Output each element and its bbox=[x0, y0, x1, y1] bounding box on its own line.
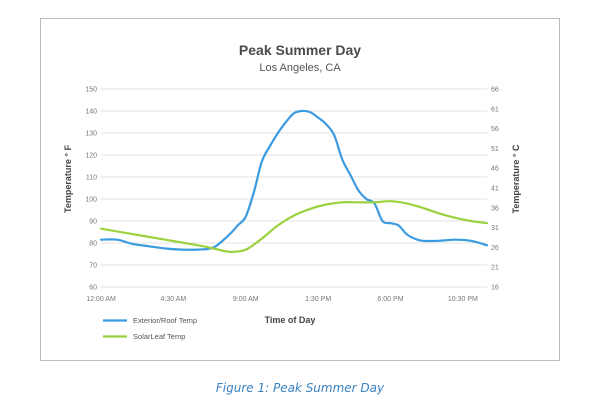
y-tick-label-left: 100 bbox=[85, 197, 97, 204]
x-tick-label: 12:00 AM bbox=[86, 296, 116, 303]
y-tick-label-left: 140 bbox=[85, 109, 97, 116]
x-tick-label: 1:30 PM bbox=[305, 296, 331, 303]
y-axis-right-title: Temperature ° C bbox=[511, 144, 521, 213]
chart-subtitle: Los Angeles, CA bbox=[259, 62, 341, 74]
y-tick-label-right: 26 bbox=[491, 245, 499, 252]
legend: Exterior/Roof Temp SolarLeaf Temp bbox=[103, 316, 197, 341]
y-tick-label-right: 36 bbox=[491, 205, 499, 212]
y-tick-label-right: 31 bbox=[491, 225, 499, 232]
line-chart: Peak Summer Day Los Angeles, CA 60 70 80 90… bbox=[63, 42, 521, 341]
y-tick-label-left: 70 bbox=[89, 263, 97, 270]
y-tick-label-left: 110 bbox=[86, 175, 97, 182]
y-tick-label-left: 120 bbox=[85, 153, 97, 160]
legend-label: Exterior/Roof Temp bbox=[133, 316, 197, 325]
y-tick-label-left: 90 bbox=[89, 219, 97, 226]
y-tick-label-right: 61 bbox=[491, 106, 499, 113]
series-line-1 bbox=[99, 109, 489, 251]
figure-caption: Figure 1: Peak Summer Day bbox=[215, 381, 385, 395]
y-axis-right-ticks: 16 21 26 31 36 41 46 51 56 61 66 bbox=[491, 87, 499, 292]
y-axis-left-title: Temperature ° F bbox=[63, 145, 73, 213]
x-tick-label: 9:00 AM bbox=[233, 296, 259, 303]
x-tick-label: 6:00 PM bbox=[377, 296, 403, 303]
y-tick-label-right: 56 bbox=[491, 126, 499, 133]
y-tick-label-right: 16 bbox=[491, 285, 499, 292]
y-tick-label-right: 46 bbox=[491, 166, 499, 173]
y-tick-label-right: 51 bbox=[491, 146, 499, 153]
y-tick-label-right: 41 bbox=[491, 186, 499, 193]
y-tick-label-left: 80 bbox=[89, 241, 97, 248]
y-axis-left-ticks: 60 70 80 90 100 110 120 130 140 150 bbox=[85, 87, 97, 292]
gridlines bbox=[101, 88, 487, 288]
y-tick-label-right: 21 bbox=[491, 265, 499, 272]
x-tick-label: 4:30 AM bbox=[161, 296, 187, 303]
y-tick-label-left: 60 bbox=[89, 285, 97, 292]
y-tick-label-left: 150 bbox=[85, 87, 97, 94]
chart-frame: Peak Summer Day Los Angeles, CA 60 70 80 90… bbox=[40, 18, 560, 361]
legend-label: SolarLeaf Temp bbox=[133, 332, 185, 341]
series-line-2 bbox=[99, 200, 489, 253]
x-axis-ticks: 12:00 AM 4:30 AM 9:00 AM 1:30 PM 6:00 PM 10:3… bbox=[86, 296, 478, 303]
series-lines bbox=[99, 109, 489, 253]
x-axis-title: Time of Day bbox=[265, 315, 316, 325]
chart-title: Peak Summer Day bbox=[239, 42, 361, 58]
x-tick-label: 10:30 PM bbox=[448, 296, 478, 303]
y-tick-label-right: 66 bbox=[491, 87, 499, 94]
y-tick-label-left: 130 bbox=[85, 131, 97, 138]
